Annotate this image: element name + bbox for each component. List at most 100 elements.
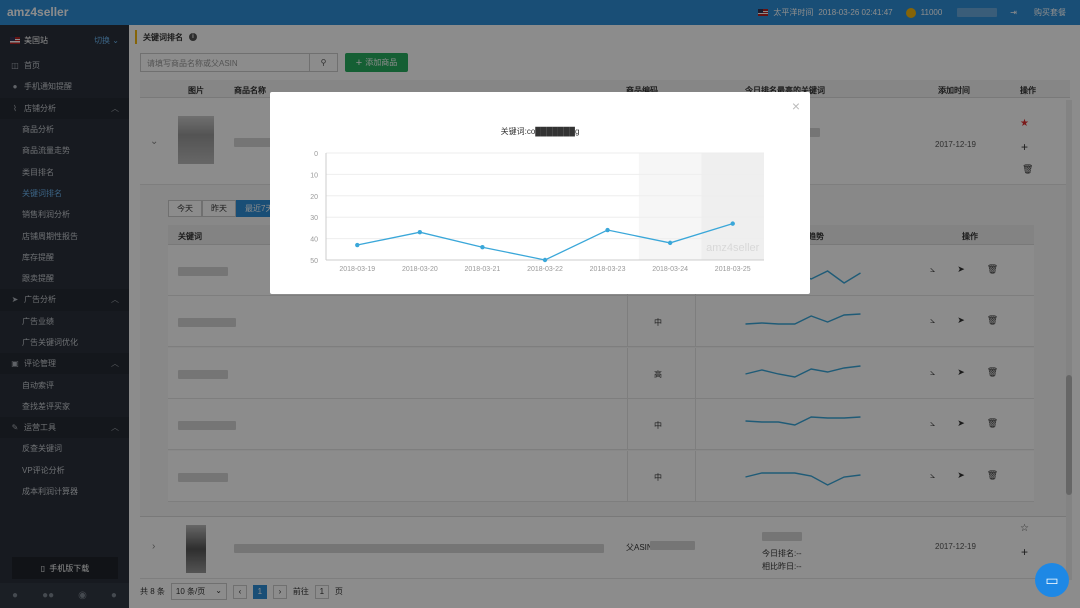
site-switcher[interactable]: 美国站 切换 ⌄ bbox=[0, 25, 129, 55]
search-button[interactable]: ⚲ bbox=[310, 53, 338, 72]
sidebar-item-1[interactable]: ● 手机通知提醒 bbox=[0, 76, 129, 97]
sidebar-item-20[interactable]: 成本利润计算器 bbox=[0, 481, 129, 502]
y-tick-label: 0 bbox=[314, 151, 318, 158]
sidebar-item-label: 广告分析 bbox=[24, 295, 56, 305]
plus-icon[interactable]: + bbox=[1021, 140, 1029, 154]
sidebar-item-label: 首页 bbox=[24, 61, 40, 71]
add-product-button[interactable]: + 添加商品 bbox=[345, 53, 408, 72]
scrollbar-track[interactable] bbox=[1066, 100, 1072, 580]
sidebar-item-19[interactable]: VP评论分析 bbox=[0, 460, 129, 481]
trash-icon[interactable]: 🗑 bbox=[1022, 164, 1034, 174]
prev-page-button[interactable]: ‹ bbox=[232, 584, 247, 599]
chat-widget-button[interactable]: ▭ bbox=[1035, 563, 1069, 597]
trend-sparkline[interactable] bbox=[743, 411, 863, 441]
sidebar-item-4[interactable]: 商品流量走势 bbox=[0, 140, 129, 161]
scrollbar-thumb[interactable] bbox=[1066, 375, 1072, 495]
plus-icon[interactable]: + bbox=[1021, 545, 1029, 559]
trend-sparkline[interactable] bbox=[743, 463, 863, 493]
navigate-icon[interactable]: ➤ bbox=[957, 469, 965, 480]
mobile-download-button[interactable]: ▯ 手机版下载 bbox=[12, 557, 118, 579]
trend-sparkline[interactable] bbox=[743, 360, 863, 390]
page-size-select[interactable]: 10 条/页 ⌄ bbox=[170, 583, 227, 600]
chevron-right-icon[interactable]: › bbox=[152, 541, 156, 552]
navigate-icon[interactable]: ➤ bbox=[957, 418, 965, 429]
row-actions: ⦣ ➤ 🗑 bbox=[930, 470, 998, 481]
search-input[interactable]: 请填写商品名称或父ASIN bbox=[140, 53, 310, 72]
sidebar-item-0[interactable]: ◫ 首页 bbox=[0, 55, 129, 76]
tab-today[interactable]: 今天 bbox=[168, 200, 202, 217]
line-chart-icon[interactable]: ⦣ bbox=[930, 264, 936, 274]
sidebar-item-10[interactable]: 跟卖提醒 bbox=[0, 268, 129, 289]
trend-sparkline[interactable] bbox=[743, 308, 863, 338]
wechat-icon[interactable]: ◉ bbox=[78, 590, 87, 601]
sidebar-item-8[interactable]: 店铺周期性报告 bbox=[0, 225, 129, 246]
app-logo[interactable]: amz4seller bbox=[7, 5, 69, 19]
sidebar-item-5[interactable]: 类目排名 bbox=[0, 161, 129, 182]
added-date: 2017-12-19 bbox=[935, 140, 976, 149]
wrench-icon: ✎ bbox=[11, 423, 19, 433]
competition-level: 中 bbox=[654, 421, 662, 431]
trash-icon[interactable]: 🗑 bbox=[986, 469, 999, 480]
coin-count: 11000 bbox=[920, 8, 943, 17]
sidebar-item-18[interactable]: 反查关键词 bbox=[0, 438, 129, 459]
sidebar-item-13[interactable]: 广告关键词优化 bbox=[0, 332, 129, 353]
column-divider bbox=[695, 347, 696, 399]
keyword-redacted bbox=[178, 267, 228, 276]
sidebar-item-16[interactable]: 查找差评买家 bbox=[0, 396, 129, 417]
close-icon[interactable]: × bbox=[791, 98, 800, 114]
sidebar-item-label: 广告业绩 bbox=[22, 316, 54, 326]
buy-package-link[interactable]: 购买套餐 bbox=[1034, 8, 1066, 17]
line-chart-icon[interactable]: ⦣ bbox=[930, 366, 936, 377]
navigate-icon[interactable]: ➤ bbox=[957, 264, 965, 274]
sidebar-item-14[interactable]: ▣ 评论管理 ︿ bbox=[0, 353, 129, 375]
switch-site-link[interactable]: 切换 ⌄ bbox=[94, 35, 119, 45]
account-name-redacted[interactable] bbox=[957, 8, 998, 17]
chat-icon: ● bbox=[12, 82, 18, 92]
y-tick-label: 30 bbox=[310, 215, 318, 222]
trash-icon[interactable]: 🗑 bbox=[986, 264, 999, 274]
navigate-icon[interactable]: ➤ bbox=[957, 366, 965, 377]
chevron-up-icon: ︿ bbox=[111, 295, 119, 305]
product-thumbnail[interactable] bbox=[186, 525, 206, 573]
line-chart-icon[interactable]: ⦣ bbox=[930, 418, 936, 429]
page-1-button[interactable]: 1 bbox=[252, 584, 267, 599]
sidebar-item-3[interactable]: 商品分析 bbox=[0, 119, 129, 140]
trash-icon[interactable]: 🗑 bbox=[986, 315, 999, 326]
tab-yesterday[interactable]: 昨天 bbox=[202, 200, 236, 217]
product-thumbnail[interactable] bbox=[178, 116, 214, 164]
datetime: 2018-03-26 02:41:47 bbox=[818, 8, 893, 17]
sidebar-item-9[interactable]: 库存提醒 bbox=[0, 247, 129, 268]
sidebar-item-7[interactable]: 销售利润分析 bbox=[0, 204, 129, 225]
sidebar-item-6[interactable]: 关键词排名 bbox=[0, 183, 129, 204]
sidebar-item-17[interactable]: ✎ 运营工具 ︿ bbox=[0, 417, 129, 439]
sidebar-item-label: 成本利润计算器 bbox=[22, 487, 78, 497]
info-icon[interactable]: i bbox=[189, 33, 197, 41]
line-chart-icon[interactable]: ⦣ bbox=[930, 469, 936, 480]
sidebar-item-12[interactable]: 广告业绩 bbox=[0, 311, 129, 332]
trash-icon[interactable]: 🗑 bbox=[986, 366, 999, 377]
data-point bbox=[730, 221, 735, 226]
trash-icon[interactable]: 🗑 bbox=[986, 418, 999, 429]
us-flag-icon bbox=[758, 9, 769, 16]
line-chart-icon[interactable]: ⦣ bbox=[930, 315, 936, 326]
bell-icon[interactable]: ● bbox=[12, 590, 19, 601]
page-unit-label: 页 bbox=[334, 587, 343, 596]
site-name: 美国站 bbox=[24, 35, 48, 45]
chevron-down-icon[interactable]: ⌄ bbox=[150, 136, 159, 147]
x-tick-label: 2018-03-25 bbox=[715, 266, 751, 273]
x-tick-label: 2018-03-22 bbox=[527, 266, 563, 273]
star-filled-icon[interactable]: ★ bbox=[1020, 118, 1029, 129]
keyword-row: 中 ⦣ ➤ 🗑 bbox=[168, 296, 1034, 348]
sidebar-item-2[interactable]: ⌇ 店铺分析 ︿ bbox=[0, 97, 129, 119]
star-outline-icon[interactable]: ☆ bbox=[1020, 523, 1029, 534]
logout-icon[interactable]: ⇥ bbox=[1010, 8, 1017, 17]
next-page-button[interactable]: › bbox=[272, 584, 287, 599]
goto-page-input[interactable]: 1 bbox=[314, 584, 329, 599]
sidebar-nav: ◫ 首页 ● 手机通知提醒 ⌇ 店铺分析 ︿ 商品分析 商品流量走势 类目排名 关键词排名 销售利润分… bbox=[0, 55, 129, 502]
sidebar-item-15[interactable]: 自动索评 bbox=[0, 374, 129, 395]
group-icon[interactable]: ● bbox=[110, 590, 117, 601]
navigate-icon[interactable]: ➤ bbox=[957, 315, 965, 326]
users-icon[interactable]: ●● bbox=[42, 590, 55, 601]
sidebar-item-11[interactable]: ➤ 广告分析 ︿ bbox=[0, 289, 129, 311]
phone-icon: ▯ bbox=[40, 563, 46, 573]
